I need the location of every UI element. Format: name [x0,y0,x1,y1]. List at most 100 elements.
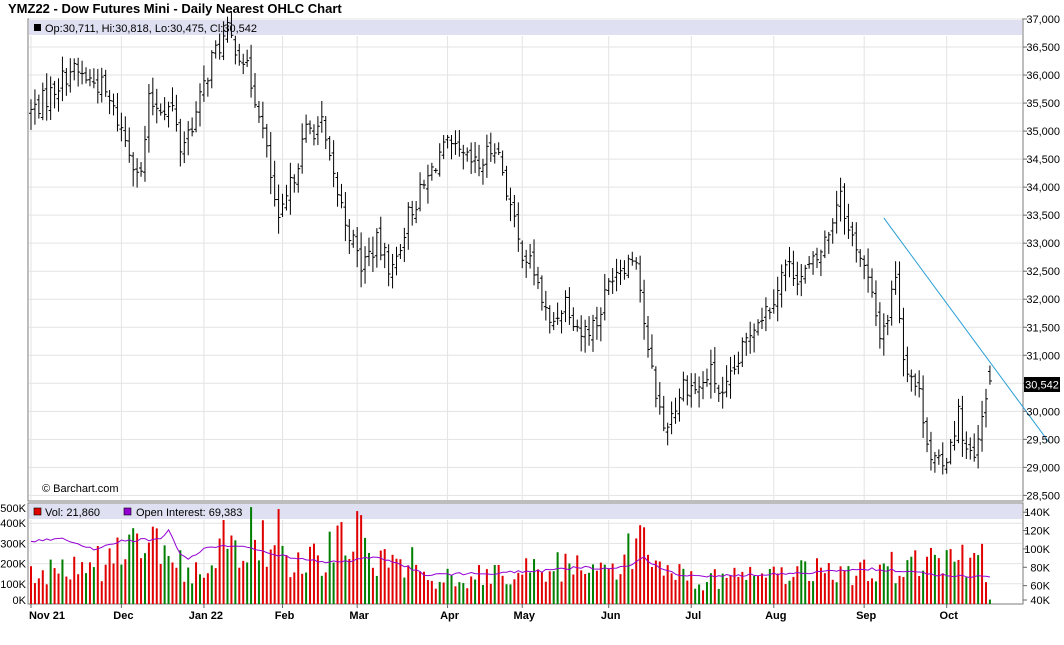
volume-bar [757,575,760,604]
volume-bar [556,552,559,604]
volume-bar [843,570,846,604]
volume-bar [631,569,634,604]
volume-bar [694,588,697,604]
price-tick-label: 29,500 [1026,434,1060,446]
volume-bar [69,579,72,604]
volume-bar [682,568,685,604]
volume-bar [831,579,834,604]
volume-bar [670,573,673,604]
price-header-bar [29,20,1022,35]
volume-bar [273,545,276,604]
open-interest-axis: 40K 60K 80K 100K 120K 140K [1023,507,1051,607]
volume-bar [324,572,327,604]
volume-bar [367,552,370,604]
volume-bar [662,575,665,604]
volume-bar [238,567,241,604]
volume-bar [918,576,921,604]
volume-bar [442,582,445,604]
month-tick-label: Jul [685,610,701,622]
volume-bar [674,579,677,604]
volume-bar [140,558,143,604]
volume-bar [485,569,488,604]
volume-bar [37,578,40,604]
volume-bar [540,572,543,604]
volume-bar [717,588,720,604]
volume-bar [615,579,618,604]
volume-bar [100,581,103,604]
volume-bar [446,568,449,604]
price-tick-label: 29,000 [1026,462,1060,474]
volume-bar [104,564,107,604]
volume-bar [772,566,775,604]
volume-bar [753,575,756,604]
volume-bar [568,563,571,604]
volume-bar [305,572,308,604]
volume-bar [654,560,657,604]
price-tick-label: 32,000 [1026,294,1060,306]
volume-bar [635,538,638,604]
volume-bar [882,563,885,604]
volume-bar [297,552,300,604]
volume-bar [250,507,253,604]
ohlc-bars [29,11,992,475]
volume-bar [96,546,99,604]
volume-bar [458,582,461,604]
volume-bar [407,565,410,604]
volume-bar [419,571,422,604]
volume-bar [941,573,944,604]
month-tick-label: Sep [856,610,876,622]
volume-bar [627,533,630,604]
volume-bar [423,571,425,604]
volume-bar [678,564,681,604]
volume-bar [371,567,374,604]
volume-bar [808,580,811,604]
volume-bar [619,574,622,604]
copyright: © Barchart.com [42,483,119,495]
volume-bar [438,581,441,604]
volume-bar [328,531,331,604]
volume-tick-label: 0K [13,595,27,607]
volume-bar [536,569,539,604]
volume-bar [835,582,838,604]
volume-bar [364,537,367,604]
volume-bar [254,539,257,604]
volume-bar [336,525,339,604]
vol-legend-swatch [33,507,42,516]
volume-bar [30,566,32,604]
volume-bar [493,564,496,604]
trendline-group [883,217,1050,443]
volume-bar [155,528,158,604]
volume-bar [894,583,897,604]
volume-bar [430,580,433,604]
volume-bar [591,564,594,604]
volume-bar [163,545,166,604]
volume-tick-label: 100K [0,579,26,591]
volume-bar [474,579,477,604]
volume-bar [816,558,818,604]
volume-bar [969,557,972,604]
volume-bar [45,584,48,604]
volume-bar [650,566,653,604]
open-interest-line [30,528,991,579]
volume-bar [819,567,822,604]
volume-bar [737,576,740,604]
volume-bar [914,550,917,604]
volume-tick-label: 400K [0,518,26,530]
month-axis: Nov 21 Dec Jan 22 Feb Mar Apr May Jun Jul Aug Sep O… [29,604,958,622]
volume-bar [316,555,319,604]
volume-bar [611,563,614,604]
price-tick-label: 30,000 [1026,406,1060,418]
volume-bar [599,562,602,604]
price-tick-label: 32,500 [1026,266,1060,278]
volume-bar [643,527,646,604]
volume-bar [580,570,583,604]
volume-bar [784,584,787,604]
volume-bar [576,555,579,604]
volume-bar [859,562,862,604]
volume-bar [733,567,736,604]
month-tick-label: Mar [349,610,369,622]
volume-bar [132,528,135,604]
volume-bar [147,542,150,604]
oi-tick-label: 100K [1024,544,1050,556]
volume-bar [945,550,948,604]
